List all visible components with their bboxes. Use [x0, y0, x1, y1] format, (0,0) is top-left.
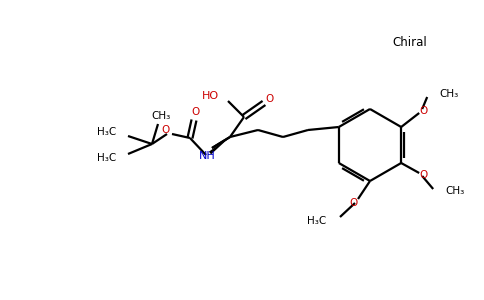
- Polygon shape: [209, 137, 230, 154]
- Text: O: O: [419, 170, 427, 180]
- Text: O: O: [192, 107, 200, 117]
- Text: O: O: [266, 94, 274, 104]
- Text: O: O: [419, 106, 427, 116]
- Text: CH₃: CH₃: [445, 186, 465, 196]
- Text: HO: HO: [202, 91, 219, 101]
- Text: CH₃: CH₃: [439, 89, 458, 99]
- Text: CH₃: CH₃: [151, 111, 171, 121]
- Text: H₃C: H₃C: [307, 216, 326, 226]
- Text: H₃C: H₃C: [97, 153, 116, 163]
- Text: O: O: [350, 198, 358, 208]
- Text: Chiral: Chiral: [393, 35, 427, 49]
- Text: O: O: [162, 125, 170, 135]
- Text: H₃C: H₃C: [97, 127, 116, 137]
- Text: NH: NH: [198, 151, 215, 161]
